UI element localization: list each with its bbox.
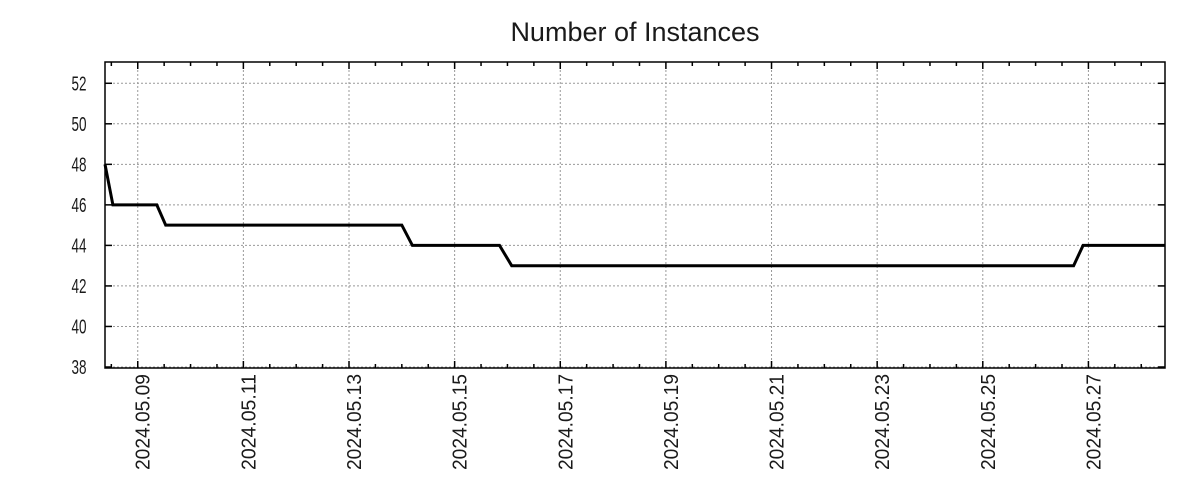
x-tick-label: 2024.05.15 (450, 374, 472, 470)
y-tick-label: 52 (72, 73, 87, 95)
plot-border (104, 61, 1166, 369)
y-tick-label: 50 (72, 114, 87, 136)
series-layer (103, 164, 1165, 268)
x-tick-label: 2024.05.25 (978, 374, 1000, 470)
x-tick-label: 2024.05.09 (133, 374, 155, 470)
x-tick-label: 2024.05.13 (344, 374, 366, 470)
y-tick-label: 40 (72, 316, 87, 338)
x-tick-label: 2024.05.21 (767, 374, 789, 470)
chart-title: Number of Instances (510, 17, 759, 47)
series-line-instances (103, 164, 1165, 268)
ticks-layer (105, 62, 1165, 368)
y-tick-label: 46 (72, 195, 87, 217)
x-tick-label: 2024.05.19 (661, 374, 683, 470)
y-tick-label: 48 (72, 154, 87, 176)
x-tick-label: 2024.05.17 (555, 374, 577, 470)
y-tick-label: 38 (72, 357, 87, 379)
y-tick-label: 44 (72, 235, 87, 257)
y-tick-label: 42 (72, 276, 87, 298)
x-tick-label: 2024.05.11 (238, 374, 260, 470)
x-tick-label: 2024.05.23 (872, 374, 894, 470)
tick-labels-layer: 38 40 42 44 46 48 50 52 2024.05.09 2024.05.11 2024… (72, 73, 1106, 470)
gridlines-layer (105, 62, 1165, 368)
x-tick-label: 2024.05.27 (1083, 374, 1105, 470)
